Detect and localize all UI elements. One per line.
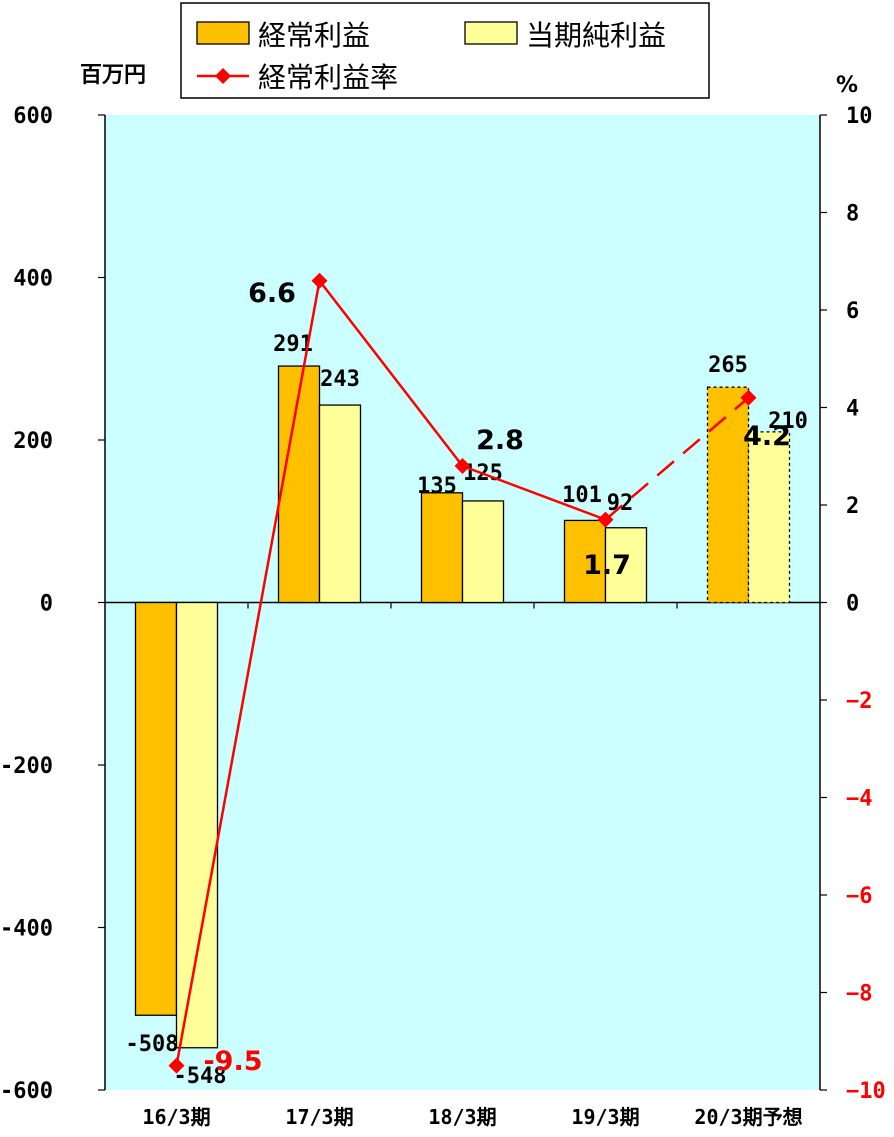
left-tick-label: -400 <box>0 917 53 942</box>
rate-value-label: -9.5 <box>203 1046 262 1077</box>
right-tick-label: −4 <box>846 787 873 812</box>
rate-line-segment <box>318 279 464 467</box>
category-label: 17/3期 <box>285 1105 353 1129</box>
left-tick-label: 400 <box>13 267 53 292</box>
bar <box>277 365 321 604</box>
legend-box <box>180 2 710 99</box>
legend-label: 経常利益率 <box>258 61 398 94</box>
rate-value-label: 6.6 <box>248 278 296 309</box>
bar-value-label: 243 <box>320 367 360 392</box>
rate-marker <box>311 272 328 289</box>
bar <box>175 601 219 1049</box>
category-label: 18/3期 <box>428 1105 496 1129</box>
bar <box>318 404 362 604</box>
category-label: 19/3期 <box>571 1105 639 1129</box>
rate-marker <box>597 511 614 528</box>
rate-line-segment <box>604 396 750 521</box>
legend-marker <box>215 68 231 84</box>
right-tick-label: 6 <box>846 299 859 324</box>
left-tick-label: 600 <box>13 104 53 129</box>
bar-value-label: 265 <box>708 353 748 378</box>
bar <box>747 431 791 604</box>
bar <box>461 500 505 604</box>
legend-label: 当期純利益 <box>526 19 666 52</box>
rate-value-label: 2.8 <box>476 425 524 456</box>
right-tick-label: −2 <box>846 689 873 714</box>
rate-marker <box>168 1057 185 1074</box>
legend-swatch <box>196 21 250 45</box>
right-axis-unit: % <box>836 73 858 98</box>
bar-value-label: -548 <box>174 1064 227 1089</box>
category-label: 16/3期 <box>142 1105 210 1129</box>
bar <box>134 601 178 1016</box>
bar-value-label: 101 <box>562 483 602 508</box>
category-label: 20/3期予想 <box>694 1105 802 1129</box>
right-tick-label: 8 <box>846 202 859 227</box>
rate-marker <box>454 458 471 474</box>
right-tick-label: 2 <box>846 494 859 519</box>
right-tick-label: 0 <box>846 592 859 617</box>
rate-line-segment <box>175 280 321 1066</box>
legend-swatch <box>464 21 518 45</box>
rate-value-label: 1.7 <box>583 550 631 581</box>
left-tick-label: -200 <box>0 754 53 779</box>
bar-value-label: 92 <box>607 491 634 516</box>
left-tick-label: 0 <box>40 592 53 617</box>
bar-value-label: 210 <box>768 409 808 434</box>
legend-label: 経常利益 <box>258 19 370 52</box>
bar-value-label: -508 <box>126 1032 179 1057</box>
right-tick-label: 4 <box>846 397 859 422</box>
rate-value-label: 4.2 <box>743 421 791 452</box>
right-tick-label: −6 <box>846 884 873 909</box>
bar <box>706 386 750 604</box>
rate-marker <box>740 389 757 406</box>
bar <box>563 519 607 604</box>
left-axis-unit: 百万円 <box>80 63 146 88</box>
left-tick-label: -600 <box>0 1079 53 1104</box>
right-tick-label: −8 <box>846 982 873 1007</box>
left-tick-label: 200 <box>13 429 53 454</box>
right-tick-label: 10 <box>846 104 873 129</box>
right-tick-label: −10 <box>846 1079 886 1104</box>
rate-line-segment <box>462 464 606 521</box>
bar <box>420 492 464 604</box>
bar-value-label: 135 <box>417 474 457 499</box>
bar <box>604 527 648 604</box>
